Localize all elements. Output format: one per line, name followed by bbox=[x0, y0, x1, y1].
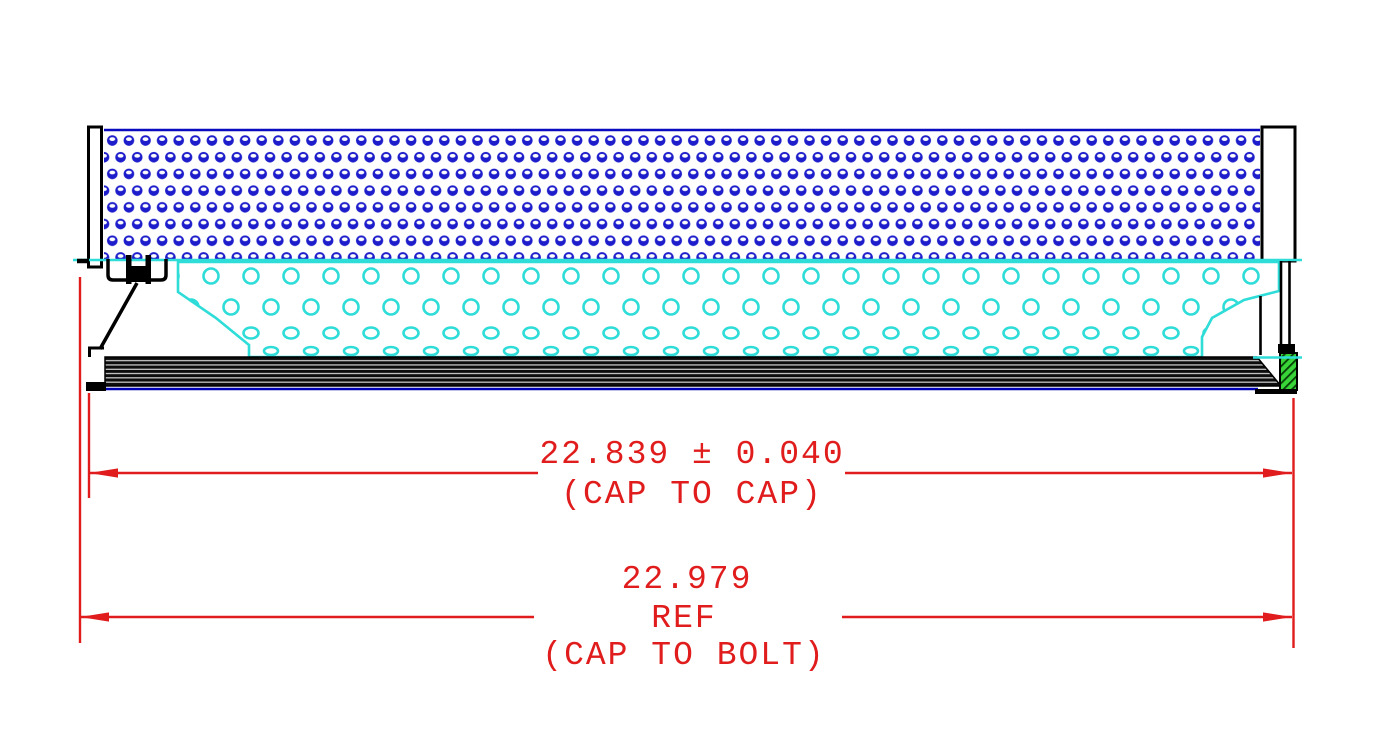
clamp-post-right bbox=[145, 255, 151, 284]
bolt-head bbox=[1278, 344, 1295, 353]
support-diagonal bbox=[98, 282, 139, 350]
right-end-cap bbox=[1260, 125, 1297, 263]
dim1-arrowhead-left-icon bbox=[89, 468, 118, 478]
outer-perforated-screen bbox=[104, 132, 1260, 260]
left-end-cap bbox=[87, 125, 103, 269]
dimension-cap-to-cap: 22.839 ± 0.040 (CAP TO CAP) bbox=[89, 436, 1292, 513]
dim1-value: 22.839 ± 0.040 bbox=[539, 436, 844, 473]
base-left-end-block bbox=[86, 382, 106, 391]
clamp-post-left bbox=[126, 255, 132, 284]
dim1-arrowhead-right-icon bbox=[1263, 468, 1292, 478]
dim2-arrowhead-left-icon bbox=[80, 612, 109, 622]
end-gasket-green bbox=[1279, 352, 1298, 391]
dim1-label: (CAP TO CAP) bbox=[561, 476, 823, 513]
clamp-nut bbox=[131, 266, 146, 282]
left-base-step bbox=[88, 346, 104, 357]
dim2-value: 22.979 bbox=[622, 561, 753, 598]
dim2-arrowhead-right-icon bbox=[1263, 612, 1292, 622]
inner-media-element bbox=[176, 260, 1281, 359]
dimension-cap-to-bolt: 22.979 REF (CAP TO BOLT) bbox=[80, 561, 1292, 674]
dim2-label: (CAP TO BOLT) bbox=[542, 637, 825, 674]
pleated-base-strip bbox=[104, 356, 1283, 387]
dim2-ref: REF bbox=[651, 600, 716, 637]
